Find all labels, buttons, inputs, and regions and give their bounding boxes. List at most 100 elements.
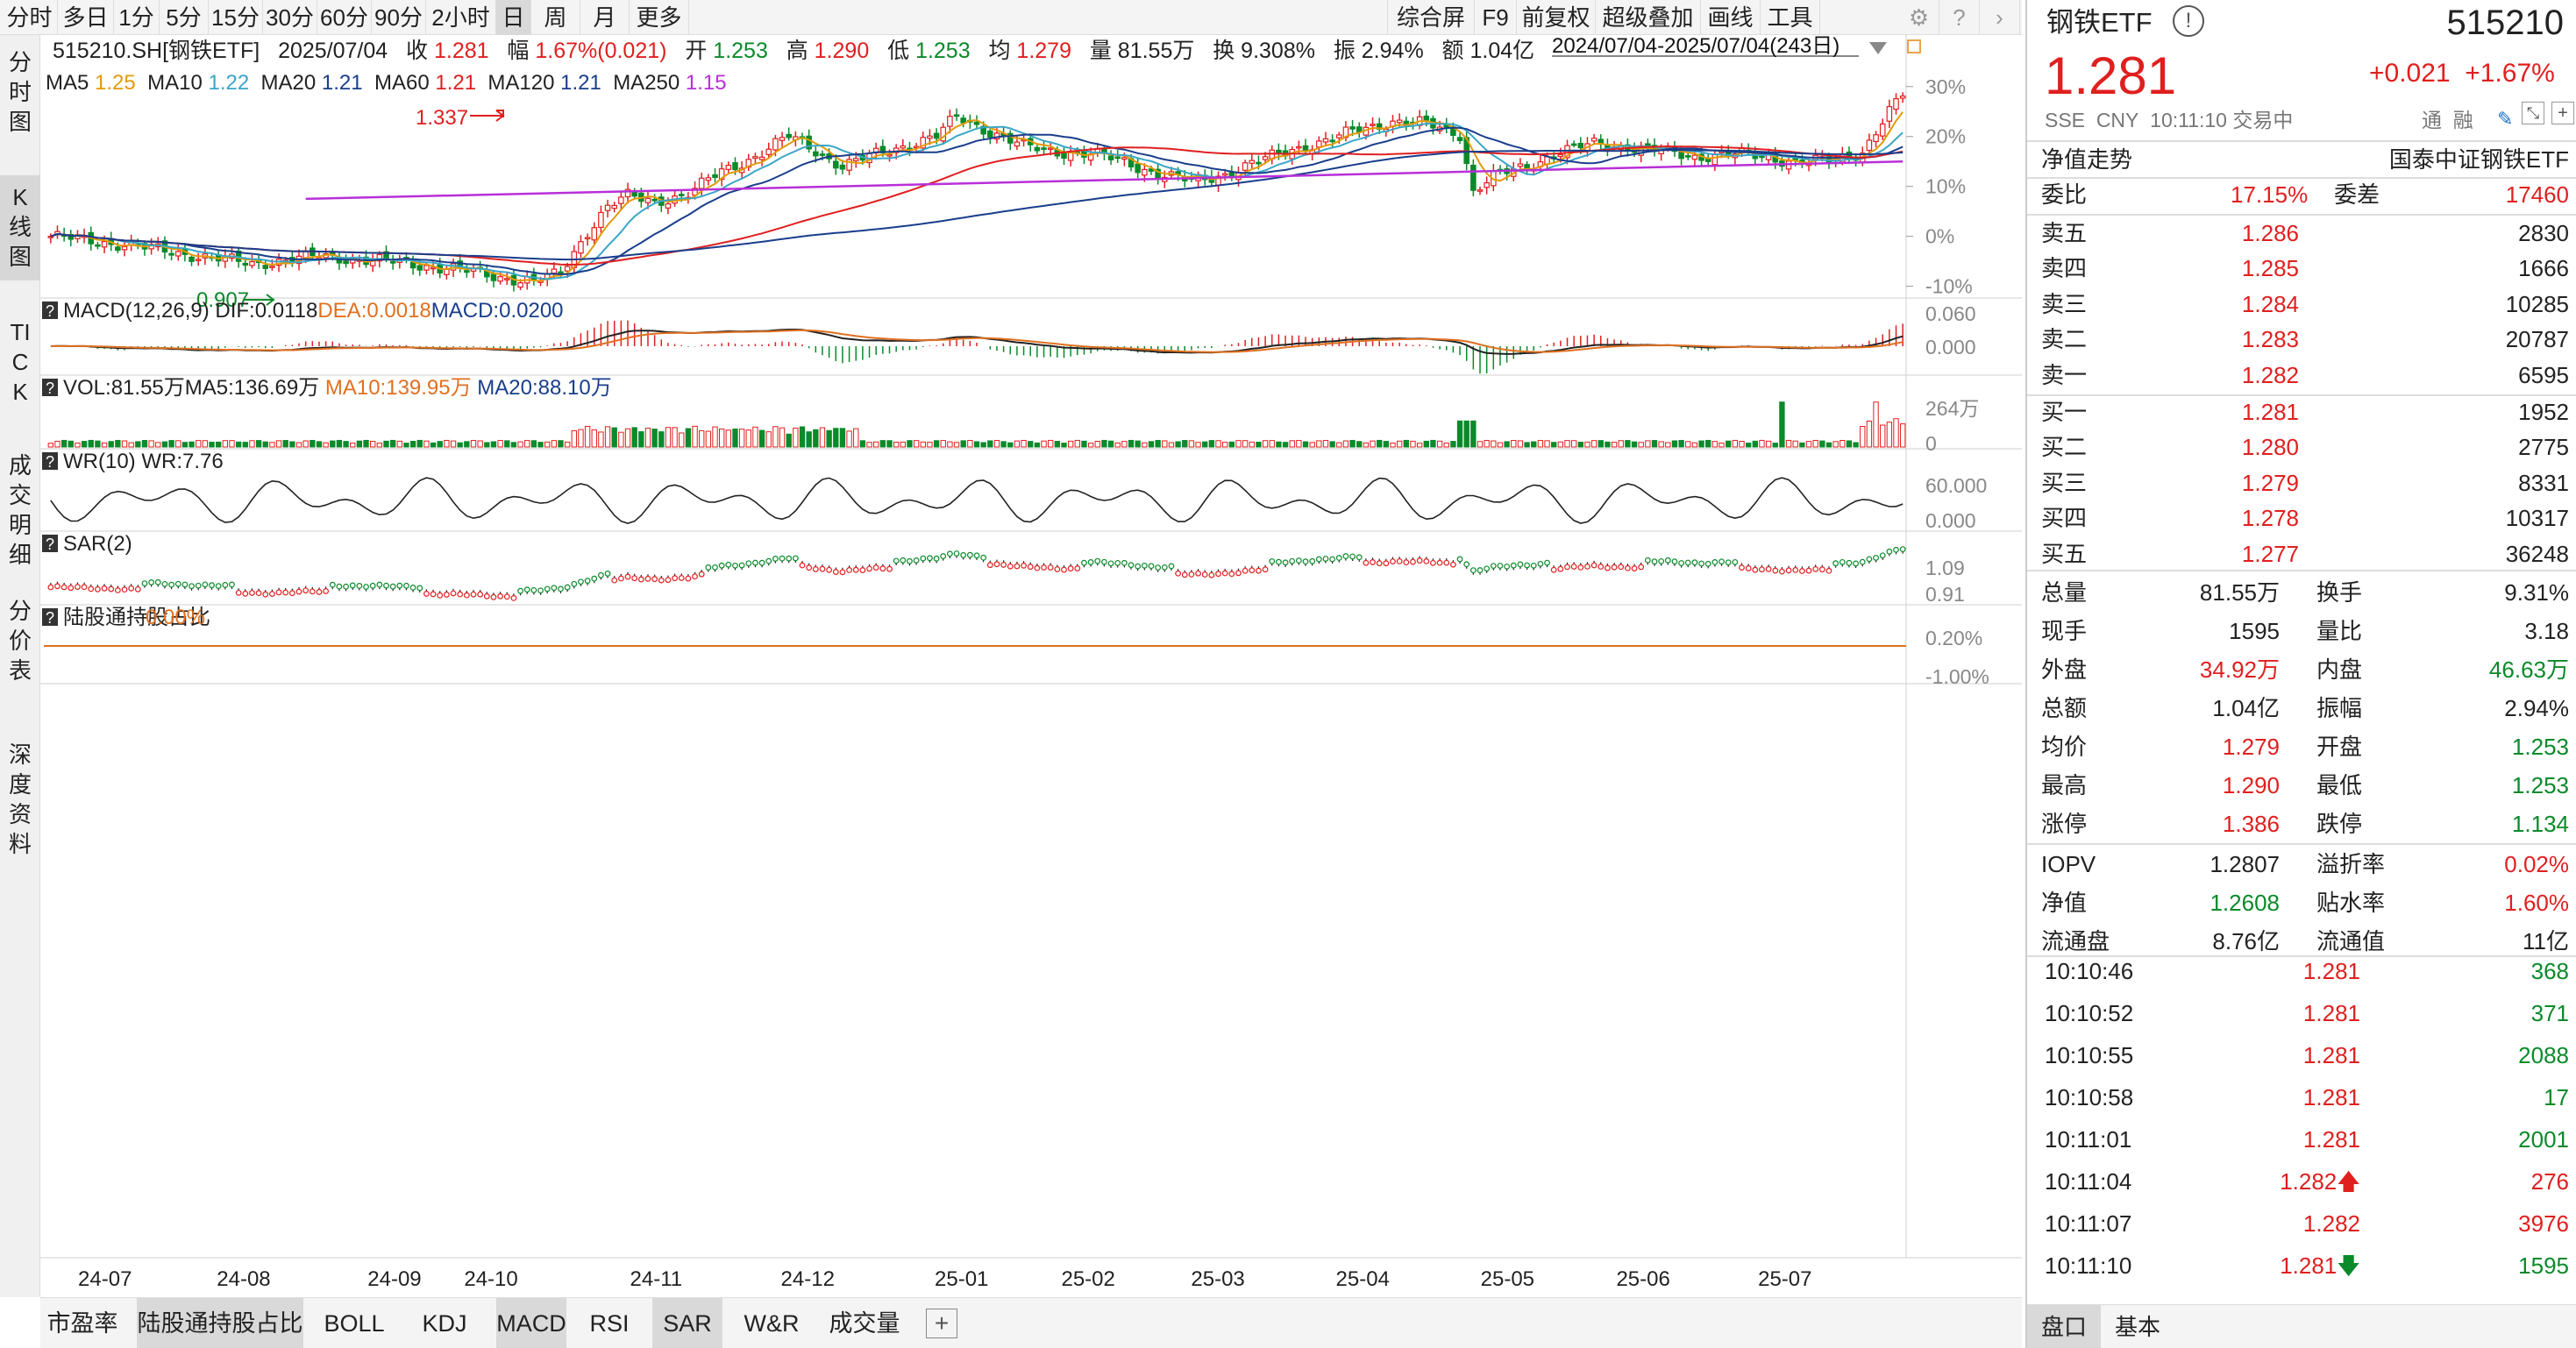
tick-time: 10:10:52 xyxy=(2045,1000,2134,1026)
volume-bar xyxy=(1188,440,1195,448)
volume-bar xyxy=(1638,442,1644,448)
period-2[interactable]: 1分 xyxy=(114,0,160,35)
bid-row[interactable]: 买一 1.281 1952 xyxy=(2027,394,2576,429)
period-11[interactable]: 月 xyxy=(580,0,630,35)
indicator-tab-3[interactable]: KDJ xyxy=(422,1310,467,1337)
left-tab-1[interactable]: K线图 xyxy=(0,175,40,280)
left-tab-3[interactable]: 成交明细 xyxy=(0,443,40,573)
candle xyxy=(604,204,611,211)
left-tab-5[interactable]: 深度资料 xyxy=(0,733,40,873)
volume-bar xyxy=(1175,441,1181,448)
indicator-tab-7[interactable]: W&R xyxy=(744,1310,800,1337)
volume-bar xyxy=(1087,443,1094,448)
indicator-tab-4[interactable]: MACD xyxy=(496,1298,566,1348)
sar-dot xyxy=(558,585,564,592)
sar-dot xyxy=(1564,564,1570,571)
volume-bar xyxy=(215,441,222,448)
period-7[interactable]: 90分 xyxy=(372,0,426,35)
period-6[interactable]: 60分 xyxy=(317,0,372,35)
period-5[interactable]: 30分 xyxy=(263,0,317,35)
price-axis-label: 20% xyxy=(1925,125,1966,148)
volume-bar xyxy=(1551,442,1557,448)
tool-4[interactable]: 画线 xyxy=(1701,0,1761,35)
volume-bar xyxy=(1484,439,1490,448)
sar-dot xyxy=(826,566,833,573)
tool-3[interactable]: 超级叠加 xyxy=(1596,0,1701,35)
tool-0[interactable]: 综合屏 xyxy=(1387,0,1475,35)
candle xyxy=(1296,145,1302,149)
indicator-tab-6[interactable]: SAR xyxy=(652,1298,722,1348)
period-4[interactable]: 15分 xyxy=(209,0,263,35)
candle xyxy=(953,114,960,117)
indicator-tab-5[interactable]: RSI xyxy=(589,1310,630,1337)
tab-pankou[interactable]: 盘口 xyxy=(2027,1305,2101,1348)
tool-1[interactable]: F9 xyxy=(1475,0,1517,35)
indicator-tab-0[interactable]: 市盈率 xyxy=(46,1310,118,1337)
chevron-right-icon[interactable]: › xyxy=(1980,0,2020,35)
sar-dot xyxy=(685,575,692,582)
sar-dot xyxy=(1390,558,1396,565)
volume-bar xyxy=(1792,440,1798,448)
period-9[interactable]: 日 xyxy=(496,0,531,35)
period-3[interactable]: 5分 xyxy=(160,0,209,35)
candle xyxy=(242,262,249,266)
sar-dot xyxy=(1846,559,1853,566)
bid-row[interactable]: 买四 1.278 10317 xyxy=(2027,500,2576,536)
sar-dot xyxy=(1765,565,1772,572)
gear-icon[interactable]: ⚙ xyxy=(1899,0,1939,35)
ask-row[interactable]: 卖一 1.282 6595 xyxy=(2027,358,2576,393)
ask-row[interactable]: 卖三 1.284 10285 xyxy=(2027,287,2576,322)
tool-2[interactable]: 前复权 xyxy=(1517,0,1596,35)
candle xyxy=(1866,139,1873,152)
volume-bar xyxy=(692,425,698,448)
help-icon[interactable]: ? xyxy=(1939,0,1980,35)
left-tab-2[interactable]: TICK xyxy=(0,310,40,433)
ask-row[interactable]: 卖二 1.283 20787 xyxy=(2027,322,2576,357)
period-8[interactable]: 2小时 xyxy=(426,0,496,35)
sar-dot xyxy=(1148,563,1155,570)
sar-dot xyxy=(1711,558,1719,565)
sar-dot xyxy=(806,564,813,571)
edit-icon[interactable]: ✎ xyxy=(2497,108,2514,130)
add-indicator-icon[interactable]: + xyxy=(926,1309,957,1338)
volume-bar xyxy=(1342,440,1349,448)
tab-basic[interactable]: 基本 xyxy=(2114,1314,2160,1340)
volume-bar xyxy=(893,442,900,448)
add-icon[interactable]: + xyxy=(2551,102,2574,124)
nav-trend-row[interactable]: 净值走势 国泰中证钢铁ETF xyxy=(2027,142,2576,177)
candle xyxy=(68,233,75,240)
sar-dot xyxy=(933,555,940,562)
tool-5[interactable]: 工具 xyxy=(1761,0,1820,35)
ask-row[interactable]: 卖四 1.285 1666 xyxy=(2027,251,2576,286)
left-tab-4[interactable]: 分价表 xyxy=(0,589,40,719)
stat-value: 1.60% xyxy=(2504,890,2569,916)
sar-dot xyxy=(1798,568,1805,574)
top-toolbar: 分时 多日 1分 5分 15分 30分 60分 90分 2小时日周月更多 综合屏 F9 前复权 超级叠加… xyxy=(0,0,2022,35)
ask-row[interactable]: 卖五 1.286 2830 xyxy=(2027,216,2576,251)
candle xyxy=(1014,141,1021,147)
indicator-tab-1[interactable]: 陆股通持股占比 xyxy=(137,1298,303,1348)
volume-bar xyxy=(1262,440,1269,448)
bid-row[interactable]: 买三 1.279 8331 xyxy=(2027,465,2576,500)
nav-trend-label[interactable]: 净值走势 xyxy=(2041,146,2133,173)
period-12[interactable]: 更多 xyxy=(630,0,689,35)
bid-row[interactable]: 买二 1.280 2775 xyxy=(2027,429,2576,465)
wr-label: WR(10) xyxy=(63,450,136,473)
left-tab-0[interactable]: 分时图 xyxy=(0,40,40,145)
kline-chart[interactable]: 2024/07/04-2025/07/04(243日) 30% 20% 10% 0% -1… xyxy=(40,35,2022,1297)
sar-dot xyxy=(966,551,973,558)
bid-row[interactable]: 买五 1.277 36248 xyxy=(2027,536,2576,571)
high-arrow-icon xyxy=(470,110,505,122)
level-volume: 36248 xyxy=(2505,540,2569,567)
level-price: 1.284 xyxy=(2241,290,2299,317)
period-10[interactable]: 周 xyxy=(531,0,580,35)
sar-dot xyxy=(242,590,249,597)
period-1[interactable]: 多日 xyxy=(58,0,114,35)
sar-dot xyxy=(363,584,369,590)
indicator-tab-2[interactable]: BOLL xyxy=(324,1310,385,1337)
collapse-icon[interactable]: ⤡ xyxy=(2522,102,2544,124)
info-icon[interactable]: ! xyxy=(2173,5,2204,37)
sar-dot xyxy=(1101,558,1107,565)
indicator-tab-8[interactable]: 成交量 xyxy=(829,1310,900,1337)
period-0[interactable]: 分时 xyxy=(2,0,58,35)
